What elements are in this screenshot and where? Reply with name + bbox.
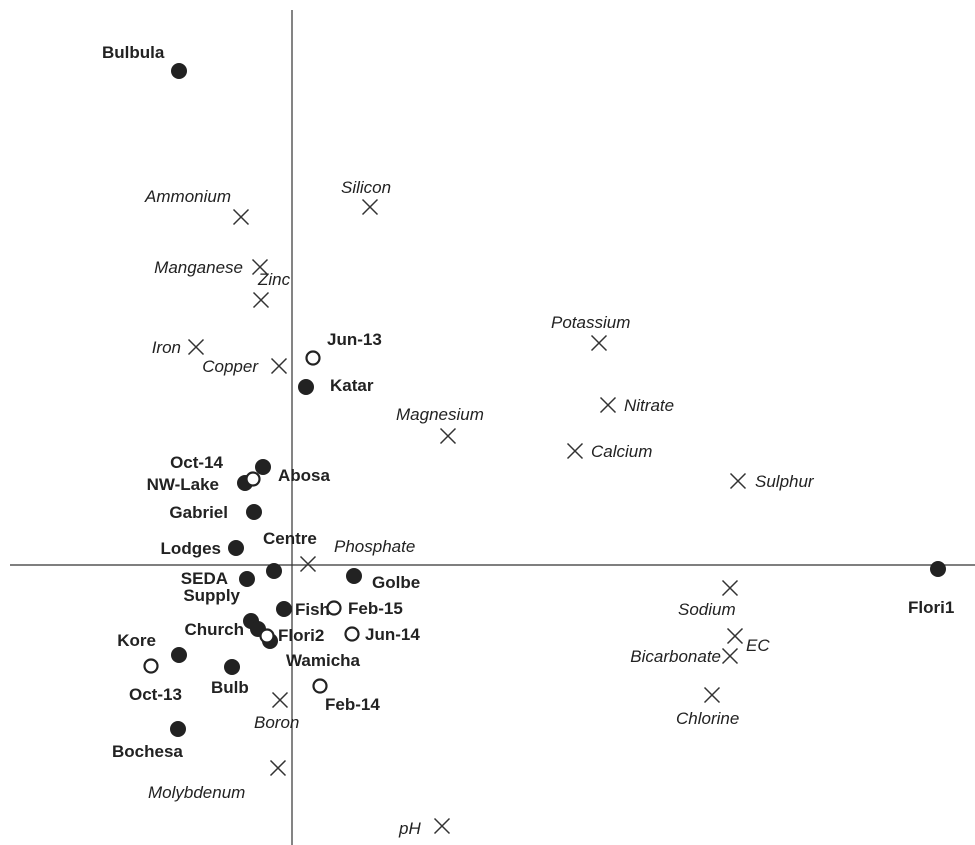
site-label-supply: Supply: [183, 586, 240, 605]
site-point-bulb: [224, 659, 240, 675]
variable-marker-iron: [187, 338, 205, 356]
site-point-centre: [266, 563, 282, 579]
site-point-seda: [239, 571, 255, 587]
variable-marker-potassium: [590, 334, 608, 352]
sample-label-feb-15: Feb-15: [348, 599, 403, 618]
site-point-lodges: [228, 540, 244, 556]
sample-point-feb-14: [312, 678, 328, 694]
variable-label-chlorine: Chlorine: [676, 709, 739, 728]
site-label-golbe: Golbe: [372, 573, 420, 592]
sample-label-feb-14: Feb-14: [325, 695, 380, 714]
sample-point-oct-13: [143, 658, 159, 674]
variable-marker-magnesium: [439, 427, 457, 445]
sample-point-jun-14: [344, 626, 360, 642]
variable-marker-sodium: [721, 579, 739, 597]
site-label-fish: Fish: [295, 600, 330, 619]
site-label-lodges: Lodges: [161, 539, 221, 558]
site-point-flori1: [930, 561, 946, 577]
site-label-kore: Kore: [117, 631, 156, 650]
sample-label-oct-13: Oct-13: [129, 685, 182, 704]
sample-label-jun-13: Jun-13: [327, 330, 382, 349]
site-label-seda: SEDA: [181, 569, 228, 588]
sample-label-jun-14: Jun-14: [365, 625, 420, 644]
variable-marker-calcium: [566, 442, 584, 460]
variable-label-phosphate: Phosphate: [334, 537, 415, 556]
site-label-katar: Katar: [330, 376, 374, 395]
variable-label-calcium: Calcium: [591, 442, 652, 461]
sample-label-wamicha: Wamicha: [286, 651, 361, 670]
variable-label-magnesium: Magnesium: [396, 405, 484, 424]
site-label-flori2: Flori2: [278, 626, 324, 645]
variable-label-manganese: Manganese: [154, 258, 243, 277]
variable-marker-manganese: [251, 258, 269, 276]
variable-marker-chlorine: [703, 686, 721, 704]
variable-marker-phosphate: [299, 555, 317, 573]
sample-point-jun-13: [305, 350, 321, 366]
variable-label-ammonium: Ammonium: [144, 187, 231, 206]
site-point-bulbula: [171, 63, 187, 79]
site-label-bulb: Bulb: [211, 678, 249, 697]
variable-marker-ammonium: [232, 208, 250, 226]
site-label-gabriel: Gabriel: [169, 503, 228, 522]
variable-marker-silicon: [361, 198, 379, 216]
site-label-abosa: Abosa: [278, 466, 331, 485]
site-label-church: Church: [185, 620, 245, 639]
site-point-golbe: [346, 568, 362, 584]
variable-label-sulphur: Sulphur: [755, 472, 815, 491]
sample-label-oct-14: Oct-14: [170, 453, 223, 472]
site-label-nw-lake: NW-Lake: [147, 475, 219, 494]
site-point-fish: [276, 601, 292, 617]
site-point-gabriel: [246, 504, 262, 520]
variable-label-sodium: Sodium: [678, 600, 736, 619]
variable-marker-sulphur: [729, 472, 747, 490]
site-label-bulbula: Bulbula: [102, 43, 165, 62]
site-label-centre: Centre: [263, 529, 317, 548]
site-point-kore: [171, 647, 187, 663]
sample-point-oct-14: [245, 471, 261, 487]
site-point-katar: [298, 379, 314, 395]
variable-marker-copper: [270, 357, 288, 375]
sample-point-feb-15: [326, 600, 342, 616]
variable-label-ph: pH: [398, 819, 421, 838]
variable-marker-zinc: [252, 291, 270, 309]
variable-label-boron: Boron: [254, 713, 299, 732]
site-point-bochesa: [170, 721, 186, 737]
variable-label-iron: Iron: [152, 338, 181, 357]
sample-point-wamicha: [259, 628, 275, 644]
variable-label-ec: EC: [746, 636, 770, 655]
variable-label-bicarbonate: Bicarbonate: [630, 647, 721, 666]
variable-marker-nitrate: [599, 396, 617, 414]
variable-marker-bicarbonate: [721, 647, 739, 665]
variable-label-molybdenum: Molybdenum: [148, 783, 245, 802]
variable-marker-ec: [726, 627, 744, 645]
variable-marker-boron: [271, 691, 289, 709]
site-point-abosa: [255, 459, 271, 475]
variable-label-potassium: Potassium: [551, 313, 630, 332]
variable-marker-molybdenum: [269, 759, 287, 777]
site-label-flori1: Flori1: [908, 598, 954, 617]
variable-marker-ph: [433, 817, 451, 835]
site-label-bochesa: Bochesa: [112, 742, 183, 761]
variable-label-nitrate: Nitrate: [624, 396, 674, 415]
variable-label-silicon: Silicon: [341, 178, 391, 197]
variable-label-zinc: Zinc: [257, 270, 291, 289]
variable-label-copper: Copper: [202, 357, 259, 376]
